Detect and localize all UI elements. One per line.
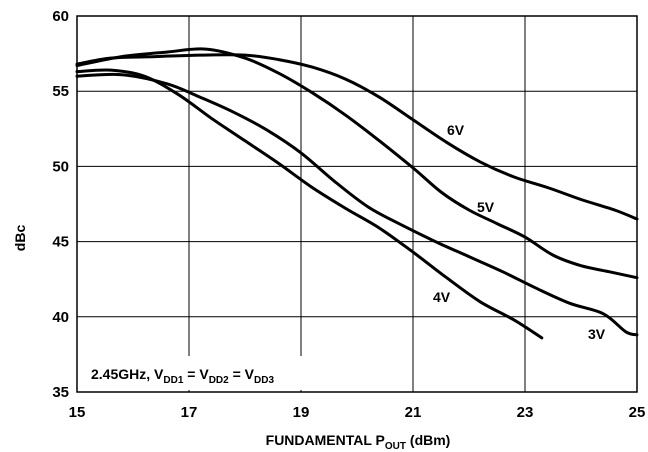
x-tick-label: 23 (517, 404, 534, 421)
x-axis-label: FUNDAMENTAL POUT (dBm) (266, 432, 451, 452)
condition-annotation: 2.45GHz, VDD1 = VDD2 = VDD3 (91, 366, 274, 386)
y-tick-label: 40 (52, 309, 69, 326)
x-tick-label: 19 (293, 404, 310, 421)
series-line-5v (75, 47, 639, 280)
x-tick-label: 25 (629, 404, 646, 421)
grid (76, 15, 638, 393)
x-tick-labels: 15 17 19 21 23 25 (69, 404, 646, 421)
x-tick-label: 21 (405, 404, 422, 421)
series-line-3v (75, 72, 639, 337)
y-tick-labels: 35 40 45 50 55 60 (52, 8, 69, 401)
x-tick-label: 17 (181, 404, 198, 421)
series-label-3v: 3V (588, 326, 606, 342)
x-tick-label: 15 (69, 404, 86, 421)
series-label-6v: 6V (447, 122, 465, 138)
series-label-4v: 4V (433, 289, 451, 305)
y-tick-label: 60 (52, 8, 69, 25)
series-group (75, 47, 639, 340)
y-axis-label: dBc (12, 225, 28, 252)
y-tick-label: 50 (52, 158, 69, 175)
y-tick-label: 45 (52, 234, 69, 251)
plot-frame (76, 15, 638, 393)
annotation-background (79, 356, 379, 390)
y-tick-label: 55 (52, 83, 69, 100)
series-line-6v (75, 53, 639, 221)
series-label-5v: 5V (477, 199, 495, 215)
series-labels: 6V 5V 4V 3V (433, 122, 606, 342)
series-line-4v (75, 68, 544, 340)
y-tick-label: 35 (52, 384, 69, 401)
